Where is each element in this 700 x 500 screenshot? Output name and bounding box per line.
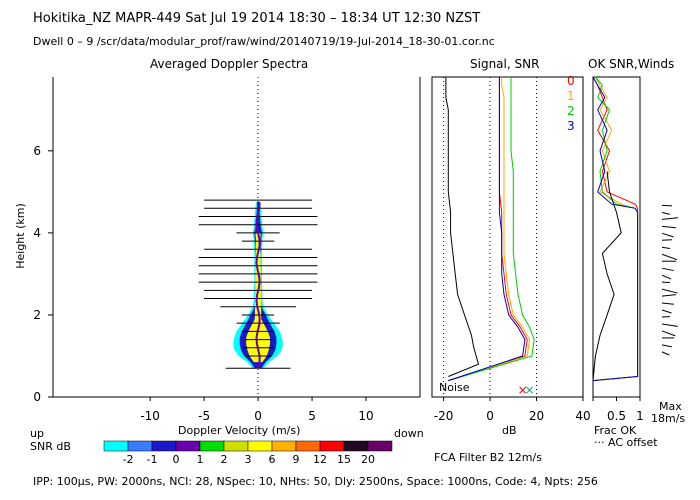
snr-legend-level: 15	[337, 453, 351, 466]
snr-legend-level: 9	[293, 453, 300, 466]
winds-title: OK SNR,Winds	[588, 57, 675, 71]
spectra-y-tick-label: 0	[33, 390, 41, 404]
signal-marker-green: ×	[525, 383, 535, 397]
spectra-y-tick-label: 4	[33, 226, 41, 240]
signal-x-tick-label: 0	[486, 409, 494, 423]
wind-vector	[661, 253, 678, 261]
snr-legend-swatch	[295, 440, 321, 452]
snr-legend-swatch	[271, 440, 297, 452]
winds-x-tick-label: 1	[636, 409, 644, 423]
wind-vector	[661, 330, 676, 337]
snr-legend-swatch	[223, 440, 249, 452]
wind-vector	[661, 232, 674, 238]
signal-x-label: dB	[502, 424, 517, 437]
signal-x-tick-label: -20	[434, 409, 454, 423]
spectra-x-tick-label: 0	[254, 409, 262, 423]
snr-legend-level: 2	[221, 453, 228, 466]
header-line1: Hokitika_NZ MAPR-449 Sat Jul 19 2014 18:…	[33, 11, 481, 26]
snr-legend-level: -2	[123, 453, 134, 466]
winds-series-ac	[592, 171, 622, 381]
snr-legend-level: 20	[361, 453, 375, 466]
wind-vector	[661, 217, 678, 220]
snr-legend-swatch	[151, 440, 177, 452]
wind-vector	[661, 294, 676, 297]
footer-params: IPP: 100μs, PW: 2000ns, NCI: 28, NSpec: …	[33, 475, 598, 488]
header-line2: Dwell 0 – 9 /scr/data/modular_prof/raw/w…	[33, 35, 495, 48]
legend-snr-label: SNR dB	[30, 440, 71, 453]
snr-legend-swatch	[175, 440, 201, 452]
spectra-x-tick-label: -10	[140, 409, 160, 423]
snr-legend-level: 0	[173, 453, 180, 466]
legend-label-0: 0	[567, 74, 575, 88]
signal-series-noise	[445, 77, 480, 377]
wind-vector	[661, 323, 678, 327]
wind-vector	[661, 344, 672, 348]
legend-down-label: down	[394, 427, 424, 440]
spectra-x-label: Doppler Velocity (m/s)	[178, 424, 301, 437]
snr-legend-swatch	[247, 440, 273, 452]
signal-series-2	[448, 77, 535, 382]
spectra-x-tick-label: 5	[308, 409, 316, 423]
legend-up-label: up	[30, 427, 44, 440]
wind-vector	[661, 225, 676, 229]
spectra-x-tick-label: 10	[358, 409, 373, 423]
legend-label-2: 2	[567, 104, 575, 118]
snr-legend-swatch	[343, 440, 369, 452]
spectra-title: Averaged Doppler Spectra	[150, 57, 309, 71]
snr-legend-swatch	[127, 440, 153, 452]
signal-series-3	[448, 77, 526, 382]
spectra-y-tick-label: 2	[33, 308, 41, 322]
wind-vector	[661, 211, 670, 215]
snr-legend-swatch	[199, 440, 225, 452]
snr-legend-level: 6	[269, 453, 276, 466]
spectra-x-tick-label: -5	[198, 409, 210, 423]
winds-frac-label: Frac OK	[594, 424, 637, 437]
wind-vector	[661, 288, 678, 294]
snr-legend-level: 1	[197, 453, 204, 466]
noise-label: Noise	[439, 381, 470, 394]
winds-series-3	[592, 76, 639, 382]
signal-marker-red: ×	[518, 383, 528, 397]
snr-legend-swatch	[367, 440, 393, 452]
spectra-mean-velocity-line	[255, 202, 261, 369]
snr-legend-level: 12	[313, 453, 327, 466]
snr-legend-swatch	[319, 440, 345, 452]
spectra-y-tick-label: 6	[33, 144, 41, 158]
wind-vector	[661, 246, 670, 249]
winds-ac-label: ··· AC offset	[594, 436, 658, 449]
signal-x-tick-label: 40	[575, 409, 590, 423]
signal-series-0	[448, 77, 528, 382]
filter-label: FCA Filter B2 12m/s	[434, 451, 542, 464]
spectra-snr-yellow-region	[246, 232, 270, 363]
legend-label-1: 1	[567, 89, 575, 103]
snr-legend-swatch	[103, 440, 129, 452]
snr-legend-level: -1	[147, 453, 158, 466]
wind-vector	[661, 309, 672, 314]
legend-label-3: 3	[567, 119, 575, 133]
signal-title: Signal, SNR	[470, 57, 540, 71]
wind-vector	[661, 351, 670, 356]
signal-x-tick-label: 20	[529, 409, 544, 423]
wind-vector	[661, 302, 674, 305]
wind-vector	[661, 267, 674, 272]
signal-frame	[431, 76, 584, 398]
winds-x-tick-label: 0.5	[607, 409, 626, 423]
snr-legend-level: 3	[245, 453, 252, 466]
max-label: Max	[659, 400, 682, 413]
wind-vector	[661, 274, 672, 280]
max-value: 18m/s	[651, 412, 686, 425]
signal-series-1	[448, 77, 531, 382]
